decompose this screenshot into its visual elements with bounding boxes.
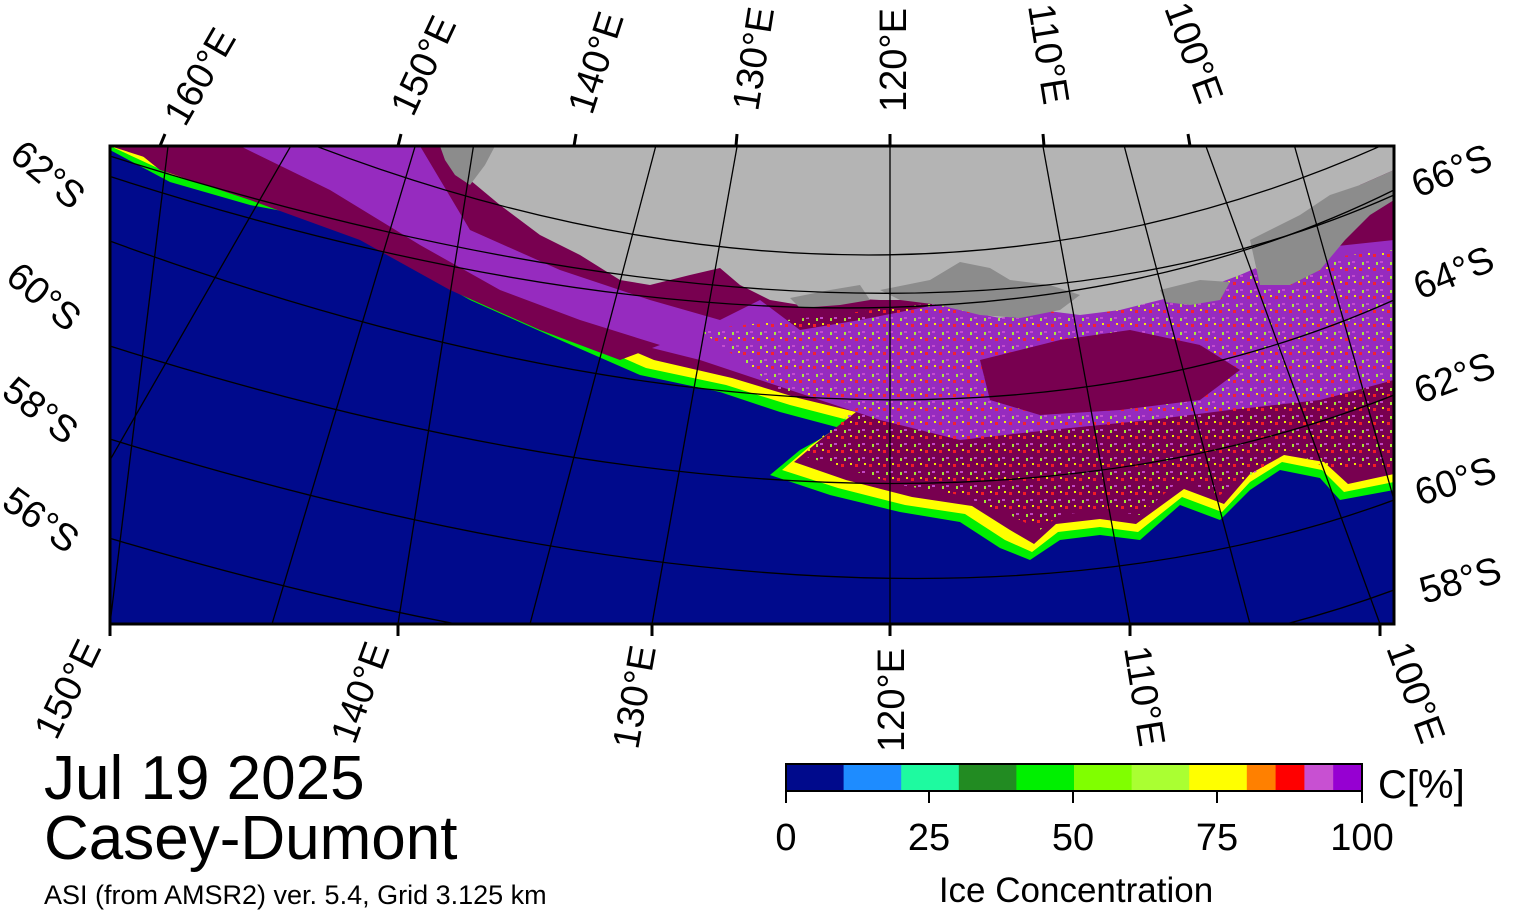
right-latitude-labels: 66°S 64°S 62°S 60°S 58°S [1406,136,1506,612]
graticule-latitudes [110,146,1394,624]
colorbar-tick-label: 50 [1052,817,1094,859]
colorbar [785,763,1363,792]
colorbar-bin [1304,764,1334,791]
region-label: Casey-Dumont [44,804,458,873]
right-lat-label: 60°S [1410,449,1502,515]
top-longitude-labels: 160°E 150°E 140°E 130°E 120°E 110°E 100°… [156,0,1230,133]
graticule-meridians [110,146,1394,624]
colorbar-unit: C[%] [1378,763,1465,807]
left-lat-label: 62°S [2,133,92,218]
frame-ticks [108,133,1382,636]
bottom-longitude-labels: 150°E 140°E 130°E 120°E 110°E 100°E [27,634,1453,752]
colorbar-tick-label: 0 [775,817,796,859]
colorbar-bin [1074,764,1133,791]
colorbar-tick-label: 75 [1196,817,1238,859]
top-lon-label: 120°E [873,8,915,112]
top-lon-label: 100°E [1156,0,1231,109]
date-label: Jul 19 2025 [44,744,365,813]
left-latitude-labels: 62°S 60°S 58°S 56°S [0,133,93,562]
top-lon-label: 110°E [1019,1,1076,107]
colorbar-bin [1246,764,1277,791]
left-lat-label: 58°S [0,369,86,453]
bottom-lon-label: 100°E [1378,637,1453,749]
right-lat-label: 64°S [1408,238,1501,308]
colorbar-bin [1333,764,1363,791]
colorbar-label: Ice Concentration [939,871,1213,910]
map-frame-content [110,146,1394,624]
top-lon-label: 140°E [561,7,633,119]
source-label: ASI (from AMSR2) ver. 5.4, Grid 3.125 km [44,880,547,910]
colorbar-bin [786,764,845,791]
land-ice-shelf-west [440,146,495,185]
left-lat-label: 60°S [0,255,89,340]
right-lat-label: 62°S [1409,345,1501,413]
colorbar-tick-labels: 0 25 50 75 100 [775,817,1393,859]
top-lon-label: 150°E [383,10,465,122]
top-lon-label: 130°E [725,4,783,113]
colorbar-bin [1131,764,1190,791]
land-ice-shelf-east2 [1160,280,1230,305]
bottom-lon-label: 110°E [1115,643,1172,749]
ice-pack-high-west [130,146,660,360]
colorbar-tick-label: 100 [1330,817,1393,859]
colorbar-bin [958,764,1017,791]
colorbar-bin [1189,764,1248,791]
bottom-lon-label: 140°E [323,637,398,749]
colorbar-bin [843,764,902,791]
colorbar-ticks [785,791,1363,803]
ice-pack-high-core [980,330,1240,415]
colorbar-bin [901,764,960,791]
top-lon-label: 160°E [156,21,244,132]
land-antarctica [455,146,1394,318]
bottom-lon-label: 150°E [27,634,110,746]
colorbar-tick-label: 25 [908,817,950,859]
colorbar-bin [1275,764,1305,791]
left-lat-label: 56°S [0,479,86,562]
right-lat-label: 66°S [1406,136,1499,206]
bottom-lon-label: 130°E [605,642,664,752]
land-ice-shelf-east [1250,170,1394,285]
land-ice-shelf-mid [790,285,870,308]
bottom-lon-label: 120°E [871,648,913,752]
right-lat-label: 58°S [1415,549,1506,612]
colorbar-bin [1016,764,1075,791]
map-frame [108,144,1396,626]
